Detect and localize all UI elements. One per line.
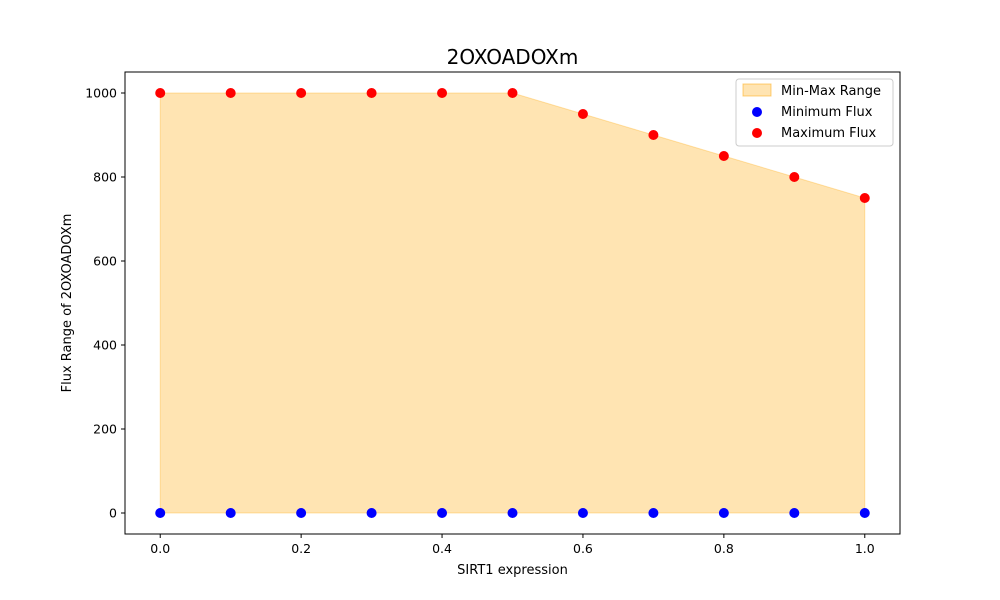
- y-tick-label: 800: [93, 170, 117, 185]
- x-tick-label: 0.6: [573, 541, 593, 556]
- maximum-flux-point: [366, 88, 377, 98]
- legend-label-minimum-flux: Minimum Flux: [781, 105, 873, 120]
- axes-frame: [124, 71, 901, 535]
- legend: Min-Max Range Minimum Flux Maximum Flux: [735, 78, 894, 147]
- maximum-flux-point: [648, 130, 659, 140]
- maximum-flux-point: [507, 88, 518, 98]
- minimum-flux-point: [648, 508, 659, 518]
- x-tick-label: 1.0: [855, 541, 875, 556]
- legend-box: [735, 78, 894, 147]
- x-tick-label: 0.2: [291, 541, 311, 556]
- minimum-flux-point: [296, 508, 307, 518]
- maximum-flux-point: [155, 88, 166, 98]
- minimum-flux-point: [859, 508, 870, 518]
- y-axis-label: Flux Range of 2OXOADOXm: [60, 214, 75, 393]
- minimum-flux-point: [577, 508, 588, 518]
- plot-area: [155, 88, 870, 518]
- y-tick-label: 200: [93, 422, 117, 437]
- maximum-flux-point: [718, 151, 729, 161]
- x-tick-label: 0.0: [150, 541, 170, 556]
- legend-label-min-max-range: Min-Max Range: [781, 84, 881, 99]
- minimum-flux-point: [437, 508, 448, 518]
- y-tick-label: 1000: [85, 86, 117, 101]
- y-tick-label: 400: [93, 338, 117, 353]
- minimum-flux-series: [155, 508, 870, 518]
- y-axis-ticks: 0 200 400 600 800 1000: [85, 86, 125, 521]
- maximum-flux-point: [789, 172, 800, 182]
- maximum-flux-point: [296, 88, 307, 98]
- minimum-flux-point: [789, 508, 800, 518]
- legend-swatch-min-max-range: [742, 83, 772, 97]
- maximum-flux-point: [225, 88, 236, 98]
- minimum-flux-point: [718, 508, 729, 518]
- minimum-flux-point: [155, 508, 166, 518]
- x-tick-label: 0.8: [714, 541, 734, 556]
- x-tick-label: 0.4: [432, 541, 452, 556]
- legend-marker-minimum-flux: [752, 107, 762, 117]
- legend-marker-maximum-flux: [752, 128, 762, 138]
- legend-label-maximum-flux: Maximum Flux: [781, 126, 877, 141]
- maximum-flux-point: [577, 109, 588, 119]
- minimum-flux-point: [507, 508, 518, 518]
- y-tick-label: 600: [93, 254, 117, 269]
- x-axis-label: SIRT1 expression: [457, 563, 568, 578]
- minimum-flux-point: [366, 508, 377, 518]
- maximum-flux-series: [155, 88, 870, 203]
- x-axis-ticks: 0.0 0.2 0.4 0.6 0.8 1.0: [150, 534, 875, 556]
- maximum-flux-point: [859, 193, 870, 203]
- chart-title: 2OXOADOXm: [447, 45, 579, 69]
- minimum-flux-point: [225, 508, 236, 518]
- y-tick-label: 0: [109, 506, 117, 521]
- maximum-flux-point: [437, 88, 448, 98]
